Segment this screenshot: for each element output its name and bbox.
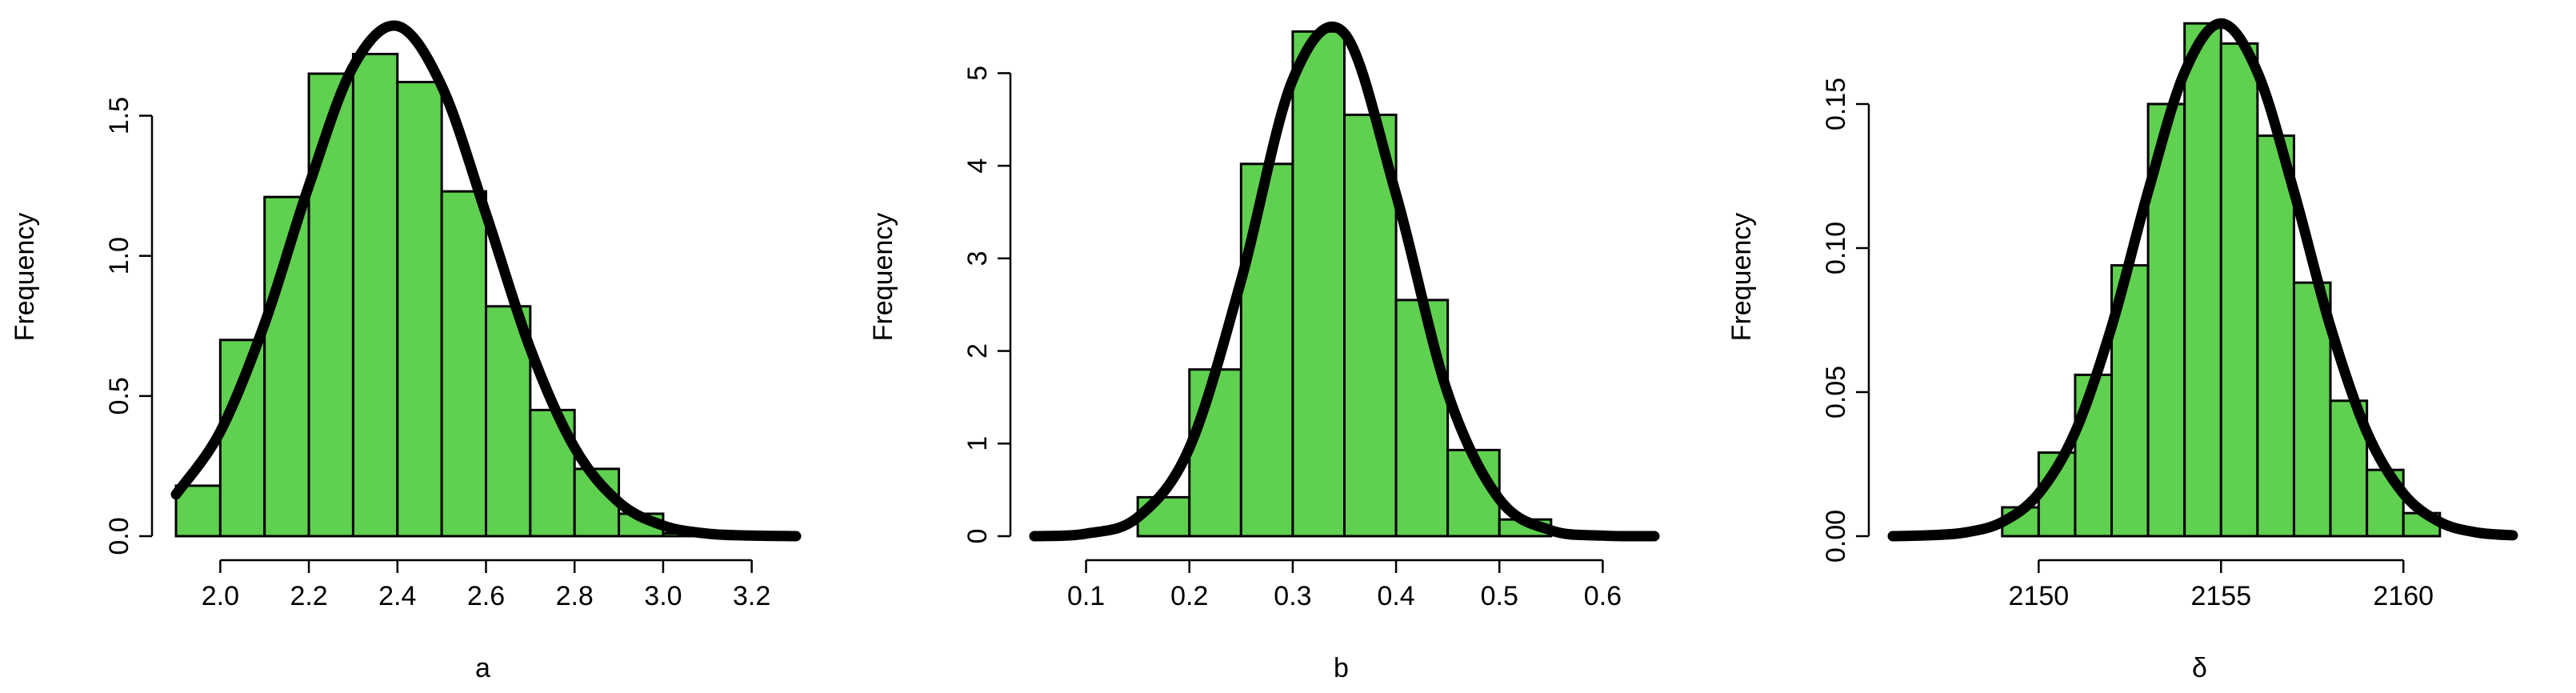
histogram-bar <box>440 190 488 538</box>
histogram-bar <box>2074 373 2114 538</box>
x-tick-label: 2150 <box>2009 581 2070 611</box>
x-axis-label: b <box>1334 653 1349 683</box>
y-tick-label: 0.10 <box>1821 222 1851 274</box>
y-tick-label: 0.00 <box>1821 510 1851 563</box>
y-tick-label: 0.5 <box>104 377 134 415</box>
y-tick-label: 0 <box>962 529 993 544</box>
histogram-bar <box>307 72 354 538</box>
x-tick-label: 0.5 <box>1481 581 1518 611</box>
x-tick-label: 3.0 <box>644 581 682 611</box>
x-tick-label: 2160 <box>2373 581 2434 611</box>
y-axis-label: Frequency <box>868 213 898 342</box>
x-tick-label: 0.3 <box>1274 581 1311 611</box>
x-tick-label: 3.2 <box>733 581 770 611</box>
histogram-bar <box>2256 134 2295 538</box>
y-tick-label: 5 <box>962 66 993 81</box>
y-tick-label: 1.5 <box>104 97 134 134</box>
y-tick-label: 4 <box>962 158 993 174</box>
x-tick-label: 0.6 <box>1584 581 1622 611</box>
histogram-bar <box>1239 162 1294 538</box>
density-curve <box>1887 18 2518 542</box>
histogram-bar <box>1343 114 1398 538</box>
y-tick-label: 1.0 <box>104 237 134 274</box>
y-axis-label: Frequency <box>10 213 40 342</box>
y-tick-label: 0.0 <box>104 517 134 555</box>
histogram-bar <box>2183 22 2222 538</box>
y-tick-label: 3 <box>962 250 993 266</box>
x-tick-label: 0.4 <box>1377 581 1414 611</box>
y-tick-label: 0.05 <box>1821 366 1851 419</box>
y-tick-label: 0.15 <box>1821 78 1851 130</box>
x-tick-label: 2.8 <box>556 581 594 611</box>
x-axis-label: a <box>475 653 490 683</box>
x-tick-label: 2.2 <box>290 581 327 611</box>
x-tick-label: 0.2 <box>1170 581 1208 611</box>
density-curve <box>170 20 802 542</box>
y-tick-label: 1 <box>962 436 993 451</box>
histogram-bar <box>2219 42 2259 538</box>
x-tick-label: 0.1 <box>1067 581 1105 611</box>
histogram-bar <box>1394 298 1450 538</box>
y-tick-label: 2 <box>962 343 993 359</box>
x-tick-label: 2.0 <box>202 581 239 611</box>
density-curve <box>1029 21 1660 542</box>
histogram-bar <box>1291 30 1346 538</box>
x-axis-label: δ <box>2192 653 2207 683</box>
histogram-bar <box>1188 368 1242 538</box>
x-tick-label: 2155 <box>2190 581 2251 611</box>
histogram-bar <box>174 484 222 538</box>
y-axis-label: Frequency <box>1726 213 1757 342</box>
histogram-bar <box>351 53 399 538</box>
histogram-bar <box>2292 281 2332 538</box>
x-tick-label: 2.4 <box>378 581 416 611</box>
x-tick-label: 2.6 <box>467 581 505 611</box>
histogram-bar <box>396 81 443 538</box>
